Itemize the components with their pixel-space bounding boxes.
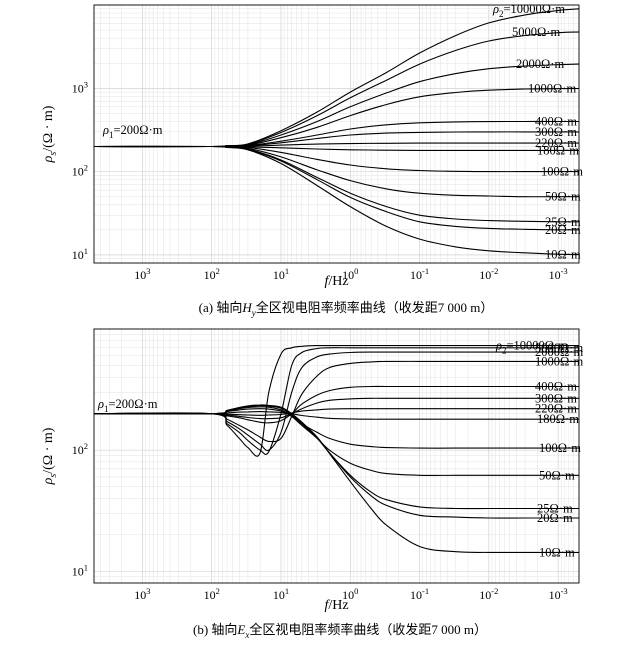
- series-label: 2000Ω·m: [516, 57, 564, 71]
- y-tick-label: 103: [72, 79, 88, 95]
- y-axis-label: ρs/(Ω · m): [41, 427, 59, 485]
- series-label: 400Ω·m: [535, 380, 577, 394]
- series-label: 1000Ω·m: [528, 81, 576, 95]
- series-line: [93, 411, 580, 420]
- x-tick-label: 10-1: [410, 266, 429, 282]
- y-tick-label: 102: [72, 441, 88, 457]
- series-label: 300Ω·m: [535, 391, 577, 405]
- series-line: [93, 408, 580, 449]
- series-label: 300Ω·m: [535, 125, 577, 139]
- plot-frame: [93, 4, 580, 264]
- series-label: 220Ω·m: [535, 136, 577, 150]
- x-tick-label: 101: [273, 586, 289, 602]
- series-line: [93, 8, 580, 148]
- x-tick-label: 102: [204, 266, 220, 282]
- x-axis-label: f/Hz: [324, 274, 348, 289]
- series-label: 180Ω·m: [537, 412, 579, 426]
- series-line: [93, 385, 579, 424]
- series-label: 5000Ω·m: [535, 341, 583, 355]
- grid: [93, 328, 580, 584]
- series-line: [93, 351, 579, 452]
- x-tick-label: 101: [273, 266, 289, 282]
- series-line: [93, 145, 580, 231]
- series-label: 1000Ω·m: [535, 354, 583, 368]
- chart-panel-b: 103 102 101 100 10-1 10-2 10-3 101 102 f/Hz ρs/(Ω …: [41, 328, 583, 640]
- series-label: 10Ω·m: [539, 545, 575, 559]
- plot-frame: [93, 328, 580, 584]
- series-label: 100Ω·m: [539, 441, 581, 455]
- series-label: 100Ω·m: [541, 165, 583, 179]
- series-label: ρ2=10000Ω·m: [492, 2, 565, 19]
- x-tick-label: 10-1: [410, 586, 429, 602]
- series-line: [93, 405, 579, 510]
- x-tick-label: 10-3: [549, 266, 568, 282]
- series-line: [93, 145, 579, 223]
- series-label: 25Ω·m: [537, 501, 573, 515]
- x-axis-label: f/Hz: [324, 598, 348, 613]
- rho1-label: ρ1=200Ω·m: [102, 123, 163, 140]
- chart-caption: (b) 轴向Ex全区视电阻率频率曲线（收发距7 000 m）: [193, 622, 487, 640]
- series-line: [93, 145, 580, 256]
- x-tick-label: 10-2: [479, 266, 498, 282]
- series-label: 25Ω·m: [545, 215, 581, 229]
- x-tick-label: 10-2: [479, 586, 498, 602]
- series-label: 10Ω·m: [545, 248, 581, 262]
- curves: [93, 8, 580, 256]
- y-tick-label: 101: [72, 562, 88, 578]
- series-label: 20Ω·m: [545, 223, 581, 237]
- series-line: [93, 131, 579, 148]
- series-label: 2000Ω·m: [535, 345, 583, 359]
- y-axis-label: ρs/(Ω · m): [41, 105, 59, 163]
- series-label: 400Ω·m: [535, 114, 577, 128]
- x-tick-label: 103: [134, 266, 150, 282]
- series-line: [93, 397, 579, 420]
- x-tick-label: 103: [134, 586, 150, 602]
- chart-caption: (a) 轴向Hy全区视电阻率频率曲线（收发距7 000 m）: [199, 300, 494, 318]
- x-tick-label: 102: [204, 586, 220, 602]
- series-line: [93, 344, 579, 457]
- series-label: 50Ω·m: [539, 468, 575, 482]
- series-line: [93, 408, 579, 416]
- series-line: [93, 360, 579, 443]
- grid: [93, 4, 580, 264]
- y-tick-label: 101: [72, 246, 88, 262]
- x-tick-label: 100: [342, 586, 358, 602]
- series-line: [93, 404, 579, 554]
- series-line: [93, 87, 580, 148]
- x-tick-label: 100: [342, 266, 358, 282]
- rho1-label: ρ1=200Ω·m: [97, 397, 158, 414]
- chart-panel-a: 103 102 101 100 10-1 10-2 10-3 101 102 103 f/Hz ρs/…: [41, 2, 583, 318]
- curves: [93, 344, 580, 554]
- series-label: 20Ω·m: [537, 511, 573, 525]
- series-line: [93, 347, 579, 455]
- series-label: 5000Ω·m: [512, 25, 560, 39]
- series-label: ρ2=10000Ω·m: [495, 339, 568, 356]
- series-label: 220Ω·m: [535, 402, 577, 416]
- x-tick-label: 10-3: [549, 586, 568, 602]
- series-label: 180Ω·m: [537, 143, 579, 157]
- y-tick-label: 102: [72, 163, 88, 179]
- series-label: 50Ω·m: [545, 190, 581, 204]
